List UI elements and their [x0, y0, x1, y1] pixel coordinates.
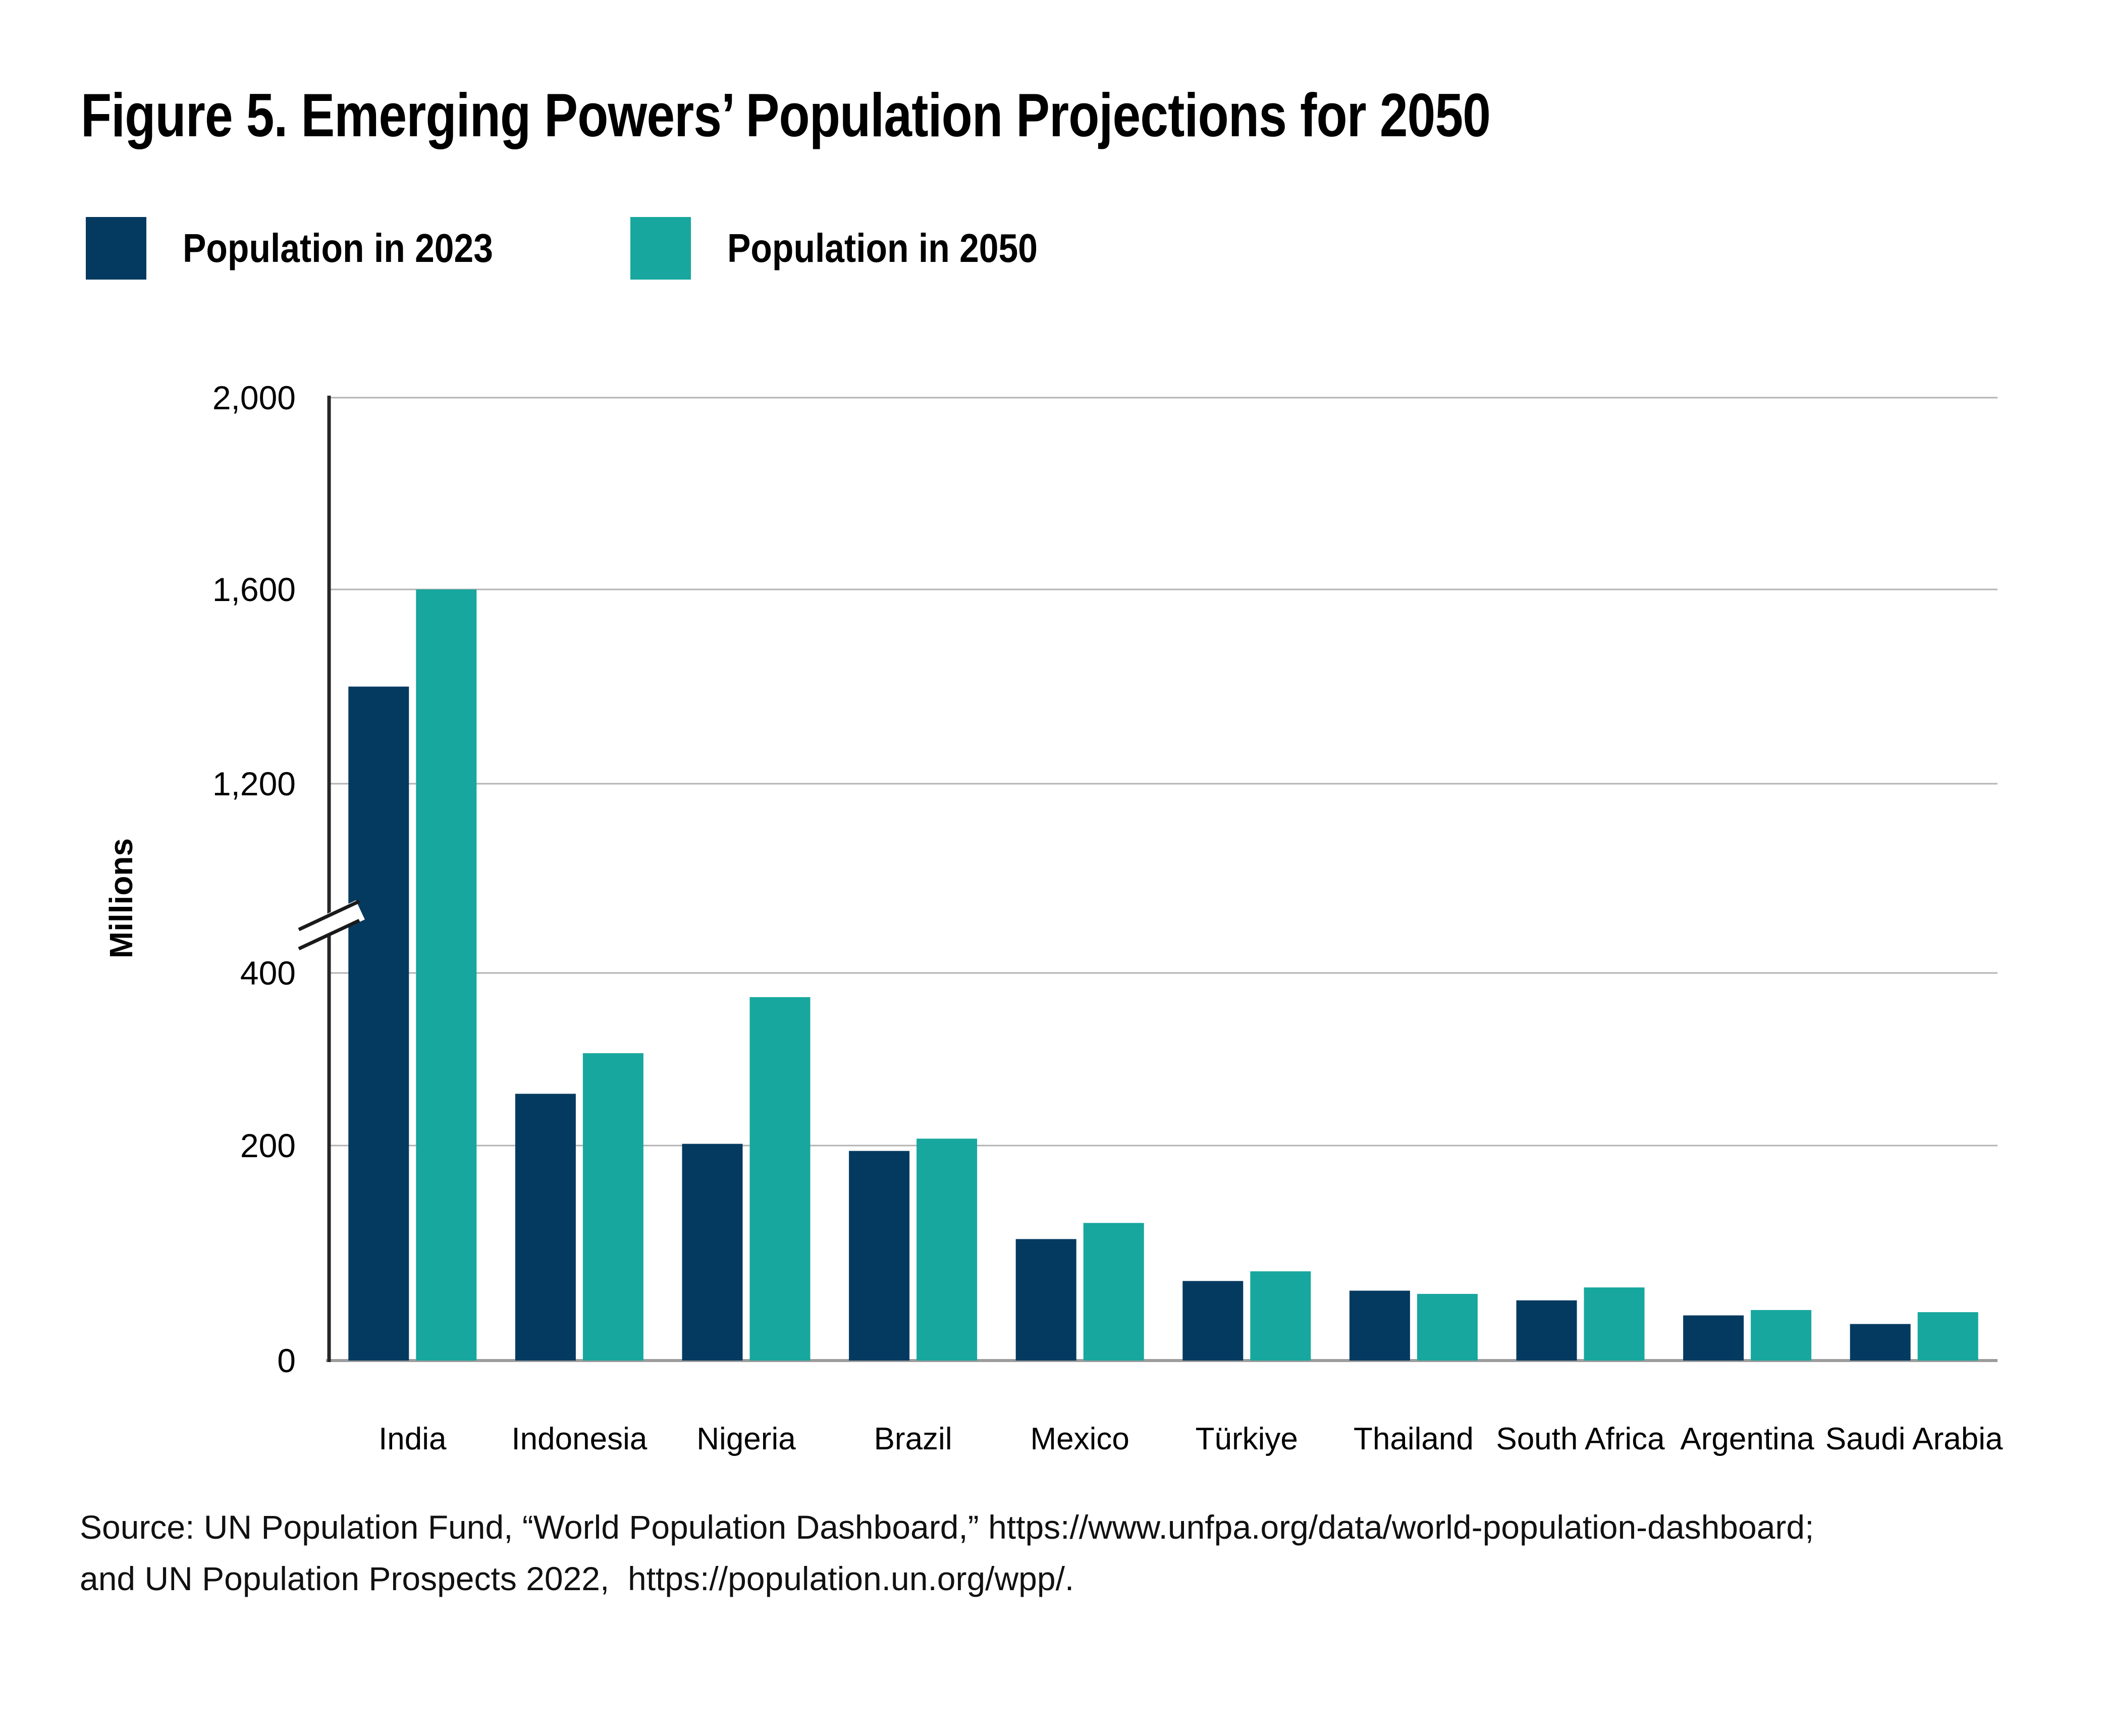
bar-nigeria-2050	[749, 997, 811, 1361]
bar-south-africa-2050	[1584, 1287, 1645, 1361]
bar-mexico-2023	[1015, 1239, 1076, 1361]
legend-item-2023: Population in 2023	[86, 217, 540, 280]
figure-title: Figure 5. Emerging Powers’ Population Pr…	[81, 81, 1491, 149]
axis-break-gap	[293, 900, 365, 949]
bar-brazil-2023	[849, 1151, 910, 1361]
bar-argentina-2023	[1683, 1315, 1744, 1361]
bar-thailand-2023	[1349, 1290, 1410, 1361]
y-axis-title: Millions	[103, 838, 139, 958]
bar-saudi-arabia-2023	[1850, 1324, 1911, 1361]
bar-brazil-2050	[916, 1138, 978, 1361]
x-tick-label-thailand: Thailand	[1354, 1422, 1474, 1456]
axis-break-slash-icon	[298, 918, 360, 951]
source-line-1: Source: UN Population Fund, “World Popul…	[80, 1508, 1814, 1546]
y-tick-label-200: 200	[240, 1127, 296, 1164]
chart-legend: Population in 2023 Population in 2050	[0, 217, 2103, 280]
legend-item-2050: Population in 2050	[630, 217, 1084, 280]
x-tick-label-india: India	[379, 1422, 447, 1456]
x-tick-label-saudi-arabia: Saudi Arabia	[1825, 1422, 2003, 1456]
x-tick-label-indonesia: Indonesia	[511, 1422, 647, 1456]
bar-saudi-arabia-2050	[1917, 1312, 1978, 1361]
y-tick-label-1,200: 1,200	[212, 765, 296, 802]
bar-indonesia-2050	[582, 1053, 643, 1361]
x-tick-label-argentina: Argentina	[1680, 1422, 1814, 1456]
x-tick-label-south-africa: South Africa	[1496, 1422, 1665, 1456]
bar-indonesia-2023	[515, 1094, 576, 1361]
legend-swatch-2050-icon	[630, 217, 691, 280]
bar-türkiye-2023	[1182, 1281, 1244, 1361]
legend-swatch-2023-icon	[86, 217, 146, 280]
bar-mexico-2050	[1083, 1223, 1144, 1361]
y-tick-label-2,000: 2,000	[212, 379, 296, 416]
bar-india-2023	[348, 686, 409, 1361]
bar-argentina-2050	[1751, 1310, 1812, 1361]
axis-break-slash-icon	[298, 899, 360, 932]
x-tick-label-türkiye: Türkiye	[1196, 1422, 1298, 1456]
x-tick-label-mexico: Mexico	[1031, 1422, 1129, 1456]
bar-thailand-2050	[1417, 1293, 1478, 1361]
legend-label-2050: Population in 2050	[727, 226, 1038, 270]
bar-nigeria-2023	[682, 1144, 743, 1361]
source-line-2: and UN Population Prospects 2022, https:…	[80, 1560, 1074, 1598]
y-tick-label-400: 400	[240, 954, 296, 992]
legend-label-2023: Population in 2023	[183, 226, 493, 270]
bar-south-africa-2023	[1516, 1300, 1577, 1361]
y-tick-label-1,600: 1,600	[212, 571, 296, 608]
x-tick-label-brazil: Brazil	[874, 1422, 952, 1456]
x-tick-label-nigeria: Nigeria	[696, 1422, 796, 1456]
bar-india-2050	[416, 589, 477, 1361]
source-note: Source: UN Population Fund, “World Popul…	[80, 1501, 1814, 1605]
bar-türkiye-2050	[1250, 1271, 1311, 1361]
y-tick-label-0: 0	[277, 1342, 296, 1379]
